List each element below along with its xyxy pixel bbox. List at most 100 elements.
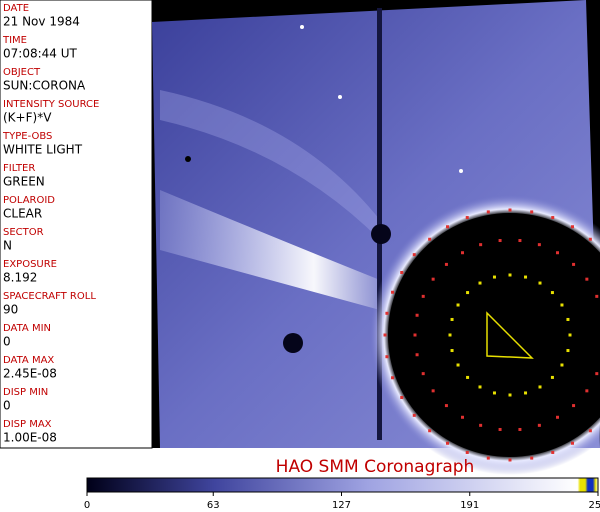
dot xyxy=(428,237,432,241)
field-label: DATA MIN xyxy=(3,323,51,334)
dot xyxy=(572,404,576,408)
dot xyxy=(566,349,570,353)
field-label: TIME xyxy=(2,35,27,46)
spot xyxy=(371,224,391,244)
dot xyxy=(428,429,432,433)
dot xyxy=(492,275,496,279)
dot xyxy=(518,427,522,431)
sun-marker xyxy=(486,311,534,359)
dot xyxy=(431,277,435,281)
pylon xyxy=(377,8,382,440)
dot xyxy=(461,415,464,419)
dot xyxy=(585,389,589,393)
field-label: TYPE-OBS xyxy=(2,131,52,142)
field-label: DISP MAX xyxy=(3,419,52,430)
dot xyxy=(421,372,425,376)
dot xyxy=(383,333,387,337)
dot xyxy=(551,450,555,454)
tick-label: 191 xyxy=(460,500,479,511)
occulter xyxy=(388,213,600,457)
dot xyxy=(412,413,416,417)
dot xyxy=(588,429,592,433)
field-value: WHITE LIGHT xyxy=(3,143,83,157)
field-label: POLAROID xyxy=(3,195,55,206)
title: HAO SMM Coronagraph xyxy=(276,457,475,477)
dot xyxy=(595,372,599,376)
dot xyxy=(385,311,389,315)
field-value: 07:08:44 UT xyxy=(3,47,77,61)
dot xyxy=(400,271,404,274)
dot xyxy=(566,317,570,321)
star xyxy=(338,95,342,99)
star xyxy=(459,169,463,173)
field-label: SECTOR xyxy=(3,227,44,238)
field-value: 21 Nov 1984 xyxy=(3,15,80,29)
field-value: (K+F)*V xyxy=(3,111,52,125)
dot xyxy=(456,363,460,367)
dot xyxy=(466,291,470,295)
dot xyxy=(550,291,554,295)
dot xyxy=(479,243,483,247)
field-value: 0 xyxy=(3,335,11,349)
dot xyxy=(498,239,502,243)
dot xyxy=(412,253,416,257)
dot xyxy=(538,281,542,285)
dot xyxy=(508,208,512,212)
dot xyxy=(444,262,448,266)
dot xyxy=(450,349,454,353)
dot xyxy=(508,458,512,462)
field-label: EXPOSURE xyxy=(3,259,57,270)
star xyxy=(300,25,304,29)
dot xyxy=(551,216,555,220)
dot xyxy=(530,210,534,214)
field-label: DATA MAX xyxy=(3,355,54,366)
field-value: 1.00E-08 xyxy=(3,431,57,445)
field-value: 2.45E-08 xyxy=(3,367,57,381)
colorbar-ticks: 0 63 127 191 255 xyxy=(84,492,600,511)
tick-label: 127 xyxy=(332,500,351,511)
field-value: N xyxy=(3,239,12,253)
dot xyxy=(415,313,419,317)
dot xyxy=(421,294,425,298)
dot xyxy=(537,423,541,427)
dot xyxy=(461,251,464,255)
dot xyxy=(518,239,522,243)
dot xyxy=(588,237,592,241)
dot xyxy=(538,385,542,389)
field-value: 0 xyxy=(3,399,11,413)
dot xyxy=(456,303,460,307)
dot xyxy=(560,363,564,367)
dot xyxy=(431,389,435,393)
dot xyxy=(448,333,452,337)
info-panel xyxy=(0,0,153,449)
field-value: CLEAR xyxy=(3,207,42,221)
field-label: DISP MIN xyxy=(3,387,48,398)
colorbar xyxy=(86,477,599,493)
field-value: 90 xyxy=(3,303,18,317)
dot xyxy=(508,393,512,397)
dot xyxy=(385,355,389,359)
dot xyxy=(568,333,572,337)
tick-label: 63 xyxy=(207,500,220,511)
dot xyxy=(508,273,512,277)
field-value: SUN:CORONA xyxy=(3,79,86,93)
field-label: INTENSITY SOURCE xyxy=(3,99,99,110)
dot xyxy=(465,450,469,454)
dot xyxy=(524,275,528,279)
dot xyxy=(486,456,490,460)
dot xyxy=(560,303,564,307)
streamer-faint xyxy=(160,90,380,240)
dot xyxy=(400,396,404,399)
field-label: DATE xyxy=(3,3,29,14)
dot xyxy=(572,262,576,266)
dot xyxy=(478,385,482,389)
field-label: SPACECRAFT ROLL xyxy=(3,291,96,302)
dot xyxy=(478,281,482,285)
dot xyxy=(446,225,449,229)
dot xyxy=(524,391,528,395)
dot xyxy=(486,210,490,214)
dot xyxy=(556,251,559,255)
dot xyxy=(492,391,496,395)
